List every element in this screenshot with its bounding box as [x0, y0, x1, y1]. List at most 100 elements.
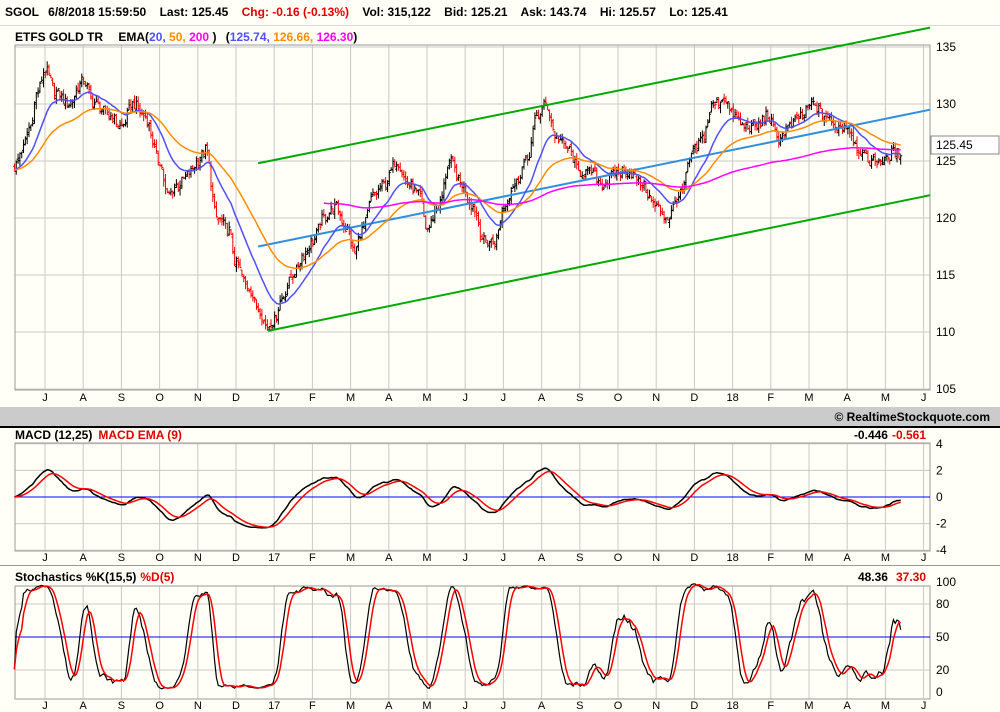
channel-upper-line — [257, 26, 931, 165]
channel-lower-line — [267, 194, 931, 332]
month-label: A — [80, 552, 88, 564]
month-label: A — [844, 552, 852, 564]
legend-p50: 50, — [169, 30, 186, 44]
legend-p20: 20, — [149, 30, 166, 44]
month-label: S — [118, 700, 125, 712]
month-label: 18 — [726, 700, 738, 712]
month-label: A — [385, 700, 393, 712]
price-tick-label: 105 — [936, 382, 956, 396]
month-label: F — [767, 392, 774, 404]
macd-line — [14, 467, 901, 529]
month-label: N — [652, 700, 660, 712]
macd-signal-value: -0.561 — [892, 428, 926, 442]
change: Chg: -0.16 (-0.13%) — [242, 5, 349, 19]
month-label: S — [576, 700, 583, 712]
stoch-title-d: %D(5) — [140, 570, 174, 584]
month-label: M — [346, 552, 355, 564]
price-tick-label: 115 — [936, 268, 955, 282]
month-label: J — [462, 700, 468, 712]
month-label: A — [385, 392, 393, 404]
month-label: D — [232, 700, 240, 712]
legend-v20: 125.74, — [230, 30, 270, 44]
month-label: 17 — [268, 392, 280, 404]
month-label: A — [844, 700, 852, 712]
month-label: J — [921, 700, 927, 712]
month-label: M — [346, 700, 355, 712]
month-label: A — [844, 392, 852, 404]
stoch-title-k: Stochastics %K(15,5) — [15, 570, 136, 584]
month-label: M — [346, 392, 355, 404]
stoch-tick-label: 100 — [936, 575, 956, 589]
legend-v200: 126.30 — [317, 30, 354, 44]
regression-line — [257, 108, 931, 248]
month-label: M — [422, 552, 431, 564]
header-divider — [0, 25, 1000, 26]
macd-values: -0.446 -0.561 — [854, 428, 926, 442]
month-label: M — [422, 700, 431, 712]
macd-title-signal: MACD EMA (9) — [98, 428, 182, 442]
month-label: F — [767, 552, 774, 564]
month-label: F — [309, 552, 316, 564]
macd-tick-label: 2 — [936, 463, 943, 477]
ema-50-line — [14, 107, 901, 270]
month-label: J — [921, 392, 927, 404]
legend-name: ETFS GOLD TR — [15, 30, 103, 44]
month-label: S — [576, 552, 583, 564]
month-label: F — [309, 392, 316, 404]
month-label: O — [155, 392, 164, 404]
stoch-d-line — [13, 583, 901, 689]
price-tick-label: 130 — [936, 97, 956, 111]
month-label: 17 — [268, 700, 280, 712]
copyright-bar — [0, 407, 1000, 426]
month-label: A — [80, 392, 88, 404]
ema-200-line — [323, 147, 901, 209]
price-grid: J A S O N D 17 F M A M J J A S O N D 18 F M A M J 105 110 115 120 12… — [15, 40, 956, 404]
month-label: A — [538, 700, 546, 712]
price-marks — [12, 26, 931, 332]
month-label: D — [232, 392, 240, 404]
month-label: 18 — [726, 552, 738, 564]
month-label: M — [881, 392, 890, 404]
price-panel-frame — [14, 44, 931, 391]
bid: Bid: 125.21 — [444, 5, 508, 19]
macd-tick-label: -4 — [936, 543, 947, 557]
month-label: A — [538, 392, 546, 404]
legend-open-paren2: ( — [226, 30, 230, 44]
legend-p200: 200 — [189, 30, 209, 44]
month-label: M — [422, 392, 431, 404]
legend-v50: 126.66, — [273, 30, 313, 44]
macd-tick-label: 0 — [936, 490, 943, 504]
month-label: F — [767, 700, 774, 712]
month-label: F — [309, 700, 316, 712]
ema-20-line — [14, 91, 901, 305]
price-tick-label: 110 — [936, 325, 955, 339]
stoch-tick-label: 0 — [936, 685, 943, 699]
month-label: J — [42, 552, 48, 564]
month-label: J — [42, 700, 48, 712]
month-label: S — [118, 392, 125, 404]
stoch-marks — [13, 583, 930, 690]
month-label: N — [194, 392, 202, 404]
month-label: D — [690, 392, 698, 404]
stoch-d-value: 37.30 — [896, 570, 926, 584]
month-label: J — [462, 552, 468, 564]
stoch-k-value: 48.36 — [858, 570, 888, 584]
month-label: J — [462, 392, 468, 404]
legend: ETFS GOLD TR EMA(20, 50, 200 ) (125.74, … — [15, 30, 357, 44]
macd-title-main: MACD (12,25) — [15, 428, 92, 442]
macd-title: MACD (12,25) MACD EMA (9) — [15, 428, 182, 442]
legend-close-paren: ) — [212, 30, 216, 44]
stoch-tick-label: 80 — [936, 597, 950, 611]
stoch-tick-label: 50 — [936, 630, 950, 644]
month-label: 18 — [726, 392, 738, 404]
price-tick-label: 120 — [936, 211, 956, 225]
month-label: D — [690, 552, 698, 564]
month-label: N — [652, 552, 660, 564]
month-label: A — [385, 552, 393, 564]
month-label: J — [501, 392, 507, 404]
month-label: O — [155, 552, 164, 564]
high: Hi: 125.57 — [600, 5, 656, 19]
month-label: S — [576, 392, 583, 404]
